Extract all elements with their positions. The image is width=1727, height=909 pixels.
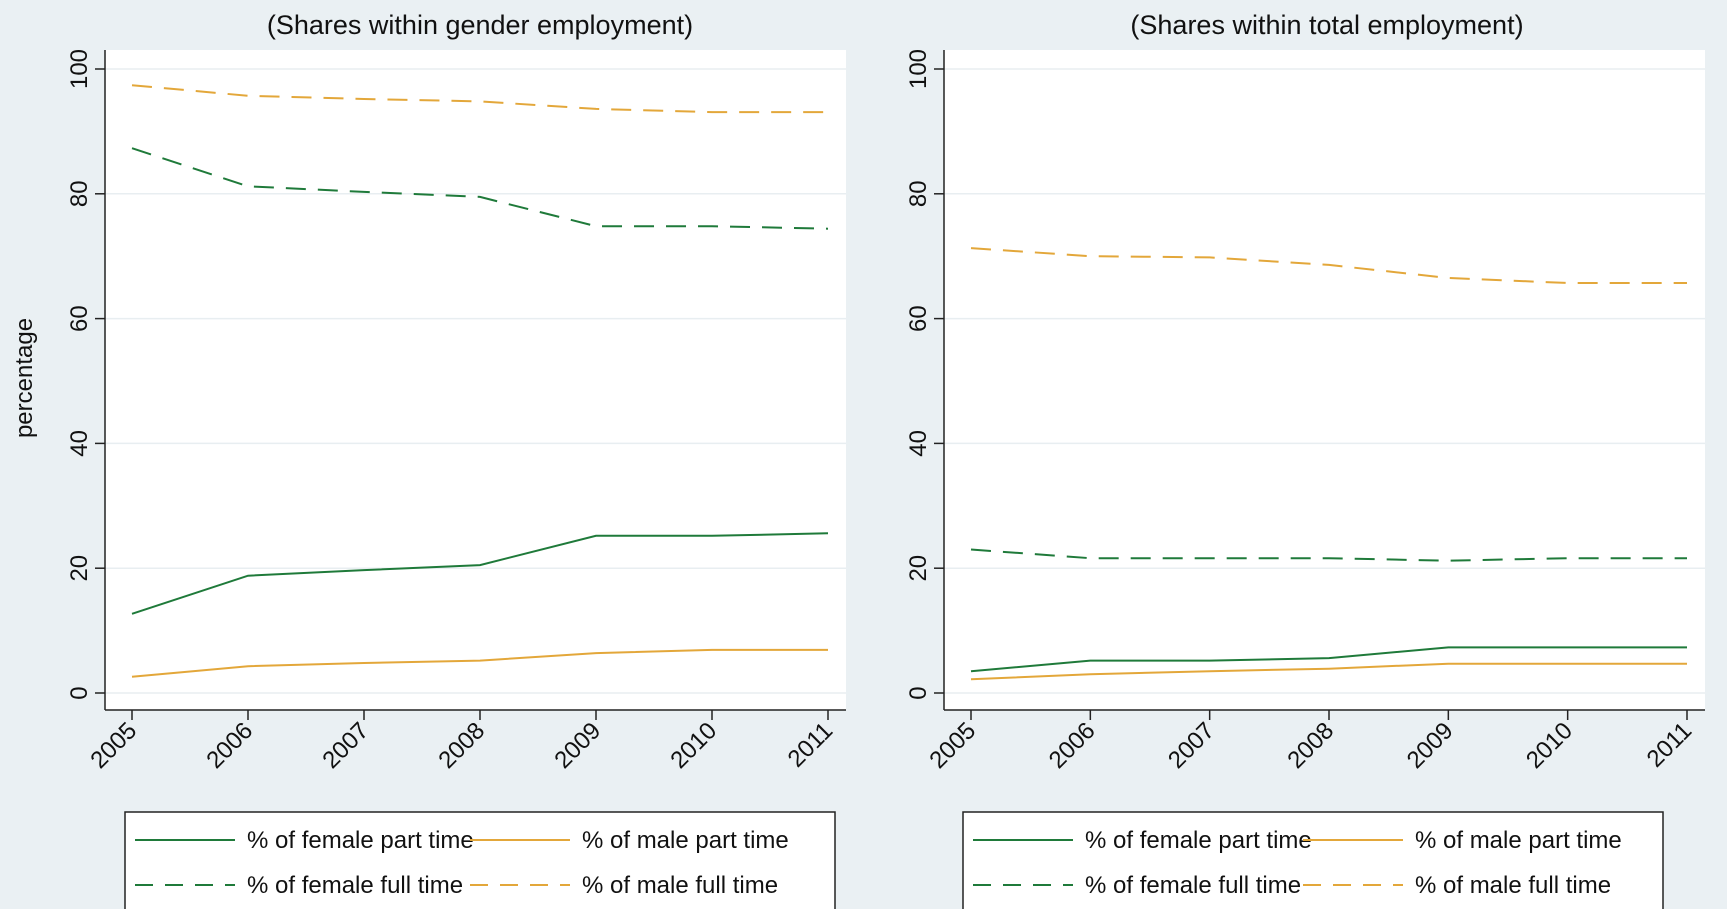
series-line-3 [970,548,1687,562]
x-tick-label: 2011 [783,717,839,773]
x-tick-label: 2007 [317,717,374,774]
x-tick-label: 2005 [85,717,142,774]
y-tick-label: 20 [905,555,932,582]
series-line-2 [131,648,828,678]
y-tick-label: 0 [905,686,932,699]
legend: % of female part time % of male part time… [962,811,1664,909]
y-tick-label: 20 [66,555,93,582]
x-tick-label: 2010 [665,717,722,774]
legend-box [962,811,1664,909]
legend-entry: % of female part time [1085,827,1312,854]
y-tick-label: 40 [905,430,932,457]
x-tick-label: 2011 [1642,717,1698,773]
series-line-4 [970,247,1687,284]
x-tick-label: 2009 [1402,717,1459,774]
x-tick-label: 2008 [433,717,490,774]
x-tick-label: 2007 [1163,717,1220,774]
y-tick-label: 40 [66,430,93,457]
x-tick-label: 2008 [1282,717,1339,774]
series-line-1 [131,532,829,615]
chart-panel-1: (Shares within gender employment) 0 20 40 60… [66,10,846,909]
y-axis-label: percentage [11,318,38,438]
legend-entry: % of male part time [582,827,789,854]
series-line-3 [131,147,829,230]
y-tick-label: 80 [905,180,932,207]
legend: % of female part time % of male part time… [124,811,836,909]
chart-title: (Shares within gender employment) [267,10,693,40]
legend-entry: % of female full time [1085,872,1301,899]
series-line-4 [131,84,828,114]
legend-entry: % of female part time [247,827,474,854]
x-tick-label: 2006 [1044,717,1101,774]
legend-entry: % of female full time [247,872,463,899]
x-tick-label: 2006 [201,717,258,774]
y-tick-label: 80 [66,180,93,207]
legend-entry: % of male full time [582,872,778,899]
y-tick-label: 100 [905,49,932,89]
plot-area [105,50,846,710]
plot-area [944,50,1705,710]
y-tick-label: 60 [905,305,932,332]
y-tick-label: 0 [66,686,93,699]
chart-title: (Shares within total employment) [1130,10,1523,40]
legend-entry: % of male full time [1415,872,1611,899]
x-tick-label: 2005 [924,717,981,774]
y-tick-label: 60 [66,305,93,332]
series-line-2 [970,662,1687,681]
legend-box [124,811,836,909]
legend-entry: % of male part time [1415,827,1622,854]
series-line-1 [970,646,1687,673]
x-tick-label: 2010 [1521,717,1578,774]
y-tick-label: 100 [66,49,93,89]
x-tick-label: 2009 [549,717,606,774]
chart-panel-2: (Shares within total employment) 0 20 40 60 8… [905,10,1705,909]
